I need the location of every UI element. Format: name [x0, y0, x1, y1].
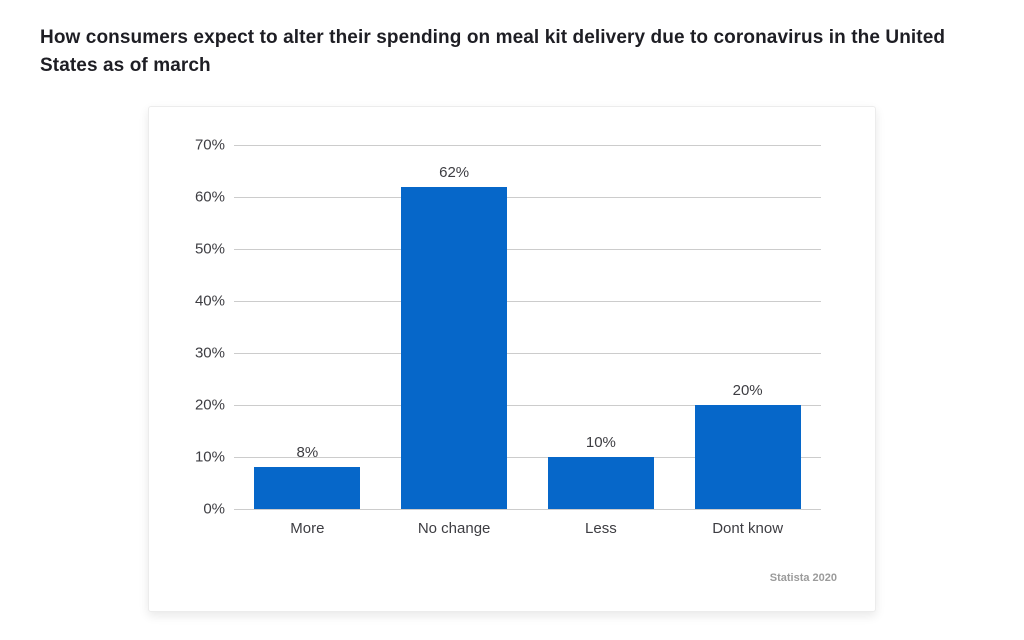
- gridline: [234, 249, 821, 250]
- y-axis-tick-label: 10%: [194, 448, 225, 466]
- gridline: [234, 301, 821, 302]
- gridline: [234, 353, 821, 354]
- y-axis-tick-label: 50%: [194, 240, 225, 258]
- y-axis-tick-label: 40%: [194, 292, 225, 310]
- source-label: Statista 2020: [769, 572, 837, 584]
- chart-card: 0% 10% 20% 30% 40% 50% 60% 70% 8% More 62% No chang…: [148, 106, 876, 612]
- plot-area: 0% 10% 20% 30% 40% 50% 60% 70% 8% More 62% No chang…: [195, 137, 821, 537]
- x-axis-category-label: Less: [585, 520, 617, 537]
- bar-dont-know: [694, 405, 801, 509]
- gridline: [234, 405, 821, 406]
- y-axis-tick-label: 20%: [194, 396, 225, 414]
- gridline: [234, 197, 821, 198]
- bar-less: [547, 457, 654, 509]
- y-axis-tick-label: 70%: [194, 136, 225, 154]
- bar-no-change: [401, 186, 508, 509]
- gridline: [234, 457, 821, 458]
- y-axis-tick-label: 0%: [203, 500, 225, 518]
- bar-value-label: 8%: [296, 444, 319, 462]
- bar-value-label: 10%: [585, 434, 616, 452]
- x-axis-category-label: Dont know: [712, 520, 784, 537]
- chart-title: How consumers expect to alter their spen…: [40, 27, 946, 76]
- y-axis-tick-label: 60%: [194, 188, 225, 206]
- gridline: [234, 509, 821, 510]
- gridline: [234, 145, 821, 146]
- x-axis-category-label: No change: [417, 520, 491, 537]
- y-axis-tick-label: 30%: [194, 344, 225, 362]
- bar-value-label: 20%: [732, 382, 763, 400]
- bar-value-label: 62%: [439, 163, 470, 181]
- bar-more: [254, 467, 361, 509]
- x-axis-category-label: More: [290, 520, 325, 537]
